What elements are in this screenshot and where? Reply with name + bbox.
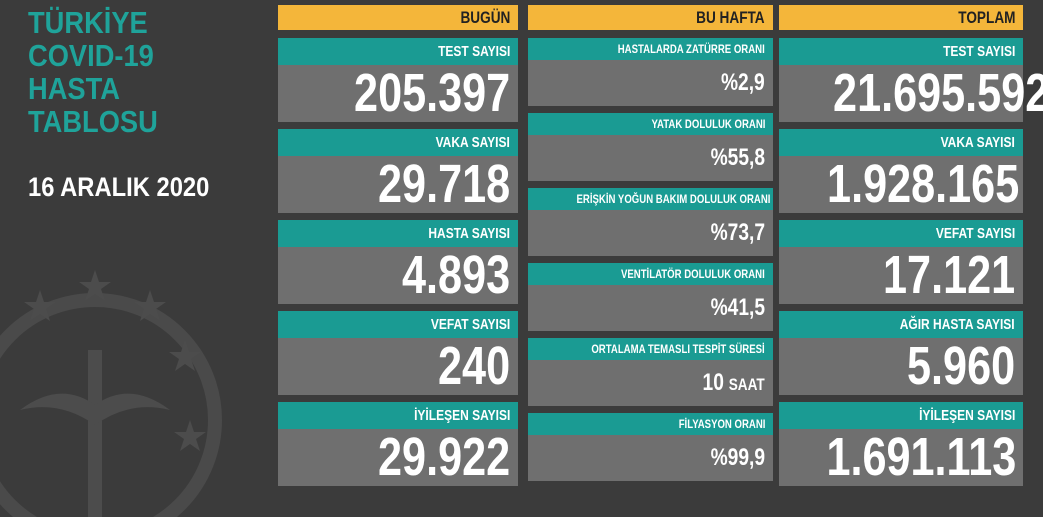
stat-value: 205.397 (278, 65, 518, 122)
value-wrap: %73,7 (711, 210, 765, 256)
stat-label: İYİLEŞEN SAYISI (278, 402, 518, 429)
label-text: VAKA SAYISI (435, 134, 510, 151)
stat-label: VEFAT SAYISI (779, 220, 1023, 247)
value-wrap: 1.928.165 (827, 156, 1019, 213)
stat-label: ORTALAMA TEMASLI TESPİT SÜRESİ (528, 338, 773, 360)
stat-label: HASTALARDA ZATÜRRE ORANI (528, 38, 773, 60)
value-wrap: 5.960 (907, 338, 1015, 395)
value-text: %73,7 (710, 219, 765, 246)
value-text: %2,9 (721, 69, 765, 96)
stat-label: TEST SAYISI (779, 38, 1023, 65)
stat-value: 240 (278, 338, 518, 395)
title-line: COVID-19 (28, 38, 154, 73)
label-text: AĞIR HASTA SAYISI (900, 316, 1015, 333)
stat-value: 29.718 (278, 156, 518, 213)
value-wrap: 29.718 (378, 156, 510, 213)
label-text: VEFAT SAYISI (935, 225, 1015, 242)
value-text: 240 (437, 336, 510, 396)
value-wrap: %55,8 (711, 135, 765, 181)
stat-label: HASTA SAYISI (278, 220, 518, 247)
label-text: TEST SAYISI (437, 43, 510, 60)
label-text: İYİLEŞEN SAYISI (413, 407, 510, 424)
value-unit: SAAT (728, 375, 765, 394)
title-line: TABLOSU (28, 104, 158, 139)
value-text: 21.695.592 (833, 63, 1043, 123)
value-wrap: 240 (438, 338, 510, 395)
stat-value: 4.893 (278, 247, 518, 304)
value-text: 5.960 (906, 336, 1015, 396)
column-header: TOPLAM (779, 5, 1023, 30)
stat-value: %2,9 (528, 60, 773, 106)
stat-value: 10 SAAT (528, 360, 773, 406)
value-text: 17.121 (882, 245, 1015, 305)
label-text: HASTALARDA ZATÜRRE ORANI (617, 42, 765, 56)
stat-value: 5.960 (779, 338, 1023, 395)
label-text: VAKA SAYISI (940, 134, 1015, 151)
stat-value: 29.922 (278, 429, 518, 486)
value-text: %55,8 (710, 144, 765, 171)
stat-value: 1.691.113 (779, 429, 1023, 486)
column-header: BUGÜN (278, 5, 518, 30)
stat-value: %99,9 (528, 435, 773, 481)
value-wrap: 21.695.592 (833, 65, 1043, 122)
value-text: %99,9 (710, 444, 765, 471)
title-line: HASTA (28, 71, 120, 106)
stat-value: 21.695.592 (779, 65, 1043, 122)
label-text: YATAK DOLULUK ORANI (651, 117, 765, 131)
value-text: 4.893 (401, 245, 510, 305)
stat-value: 17.121 (779, 247, 1023, 304)
stat-label: VAKA SAYISI (779, 129, 1023, 156)
stat-value: %55,8 (528, 135, 773, 181)
label-text: TEST SAYISI (942, 43, 1015, 60)
stat-label: YATAK DOLULUK ORANI (528, 113, 773, 135)
value-wrap: 10 SAAT (703, 360, 765, 408)
label-text: VEFAT SAYISI (430, 316, 510, 333)
header-text: TOPLAM (957, 8, 1015, 27)
value-wrap: %99,9 (711, 435, 765, 481)
stat-value: 1.928.165 (779, 156, 1023, 213)
value-wrap: %41,5 (711, 285, 765, 331)
value-wrap: 4.893 (402, 247, 510, 304)
label-text: ORTALAMA TEMASLI TESPİT SÜRESİ (591, 342, 765, 356)
stat-value: %73,7 (528, 210, 773, 256)
value-text: 29.718 (377, 154, 510, 214)
stat-label: TEST SAYISI (278, 38, 518, 65)
title-line: TÜRKİYE (28, 5, 148, 40)
value-text: 1.691.113 (826, 427, 1017, 487)
label-text: İYİLEŞEN SAYISI (918, 407, 1015, 424)
value-text: 29.922 (377, 427, 510, 487)
title: TÜRKİYE COVID-19 HASTA TABLOSU (28, 6, 176, 138)
emblem (0, 270, 222, 517)
stat-label: VEFAT SAYISI (278, 311, 518, 338)
stat-label: İYİLEŞEN SAYISI (779, 402, 1023, 429)
value-wrap: 1.691.113 (826, 429, 1016, 486)
header-text: BUGÜN (460, 8, 510, 27)
stat-label: ERİŞKİN YOĞUN BAKIM DOLULUK ORANI (528, 188, 773, 210)
value-text: %41,5 (710, 294, 765, 321)
stat-label: VAKA SAYISI (278, 129, 518, 156)
column-header: BU HAFTA (528, 5, 773, 30)
label-text: FİLYASYON ORANI (678, 417, 765, 431)
stat-value: %41,5 (528, 285, 773, 331)
value-text: 1.928.165 (827, 154, 1020, 214)
value-text: 205.397 (353, 63, 510, 123)
date: 16 ARALIK 2020 (28, 172, 210, 202)
value-wrap: 17.121 (883, 247, 1015, 304)
stat-label: AĞIR HASTA SAYISI (779, 311, 1023, 338)
label-text: HASTA SAYISI (428, 225, 510, 242)
value-text: 10 (702, 369, 725, 396)
value-wrap: %2,9 (721, 60, 765, 106)
value-wrap: 205.397 (354, 65, 510, 122)
stat-label: FİLYASYON ORANI (528, 413, 773, 435)
label-text: VENTİLATÖR DOLULUK ORANI (621, 267, 765, 281)
label-text: ERİŞKİN YOĞUN BAKIM DOLULUK ORANI (576, 192, 771, 206)
value-wrap: 29.922 (378, 429, 510, 486)
stat-label: VENTİLATÖR DOLULUK ORANI (528, 263, 773, 285)
header-text: BU HAFTA (696, 8, 766, 27)
